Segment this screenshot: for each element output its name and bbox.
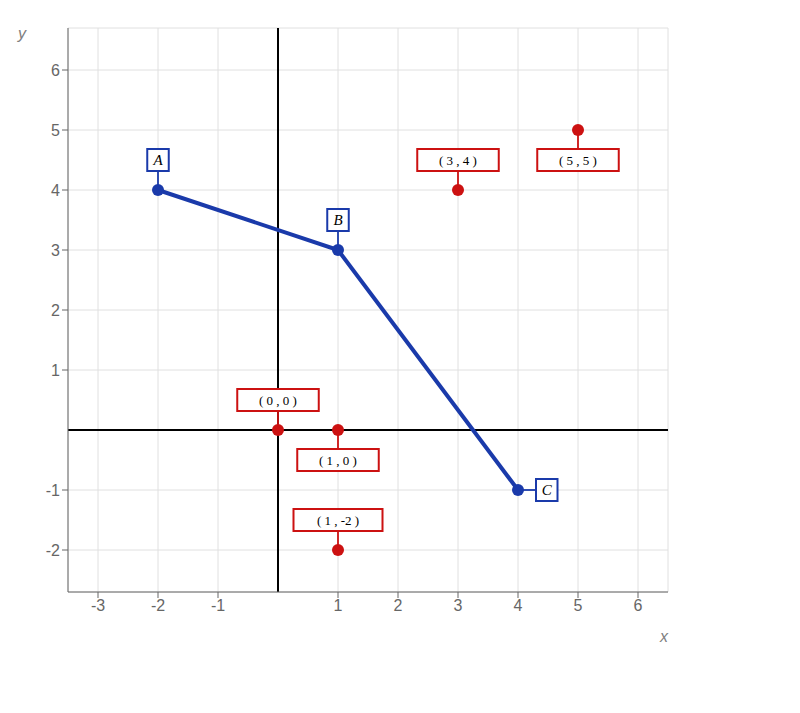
svg-text:-2: -2 <box>151 597 165 614</box>
svg-text:6: 6 <box>51 62 60 79</box>
svg-text:-1: -1 <box>211 597 225 614</box>
svg-text:1: 1 <box>334 597 343 614</box>
svg-text:3: 3 <box>454 597 463 614</box>
svg-text:5: 5 <box>51 122 60 139</box>
svg-text:( 1 , 0 ): ( 1 , 0 ) <box>319 453 357 468</box>
svg-text:C: C <box>542 482 553 498</box>
svg-text:2: 2 <box>51 302 60 319</box>
svg-text:1: 1 <box>51 362 60 379</box>
svg-text:B: B <box>333 212 342 228</box>
svg-text:4: 4 <box>51 182 60 199</box>
svg-text:6: 6 <box>634 597 643 614</box>
svg-text:3: 3 <box>51 242 60 259</box>
svg-text:( 1 , -2 ): ( 1 , -2 ) <box>317 513 359 528</box>
svg-text:-3: -3 <box>91 597 105 614</box>
svg-text:( 0 , 0 ): ( 0 , 0 ) <box>259 393 297 408</box>
svg-text:2: 2 <box>394 597 403 614</box>
svg-text:-1: -1 <box>46 482 60 499</box>
svg-text:( 3 , 4 ): ( 3 , 4 ) <box>439 153 477 168</box>
svg-text:-2: -2 <box>46 542 60 559</box>
svg-text:( 5 , 5 ): ( 5 , 5 ) <box>559 153 597 168</box>
svg-text:5: 5 <box>574 597 583 614</box>
svg-text:y: y <box>17 25 27 42</box>
svg-text:x: x <box>659 628 669 645</box>
svg-text:A: A <box>152 152 163 168</box>
svg-text:4: 4 <box>514 597 523 614</box>
